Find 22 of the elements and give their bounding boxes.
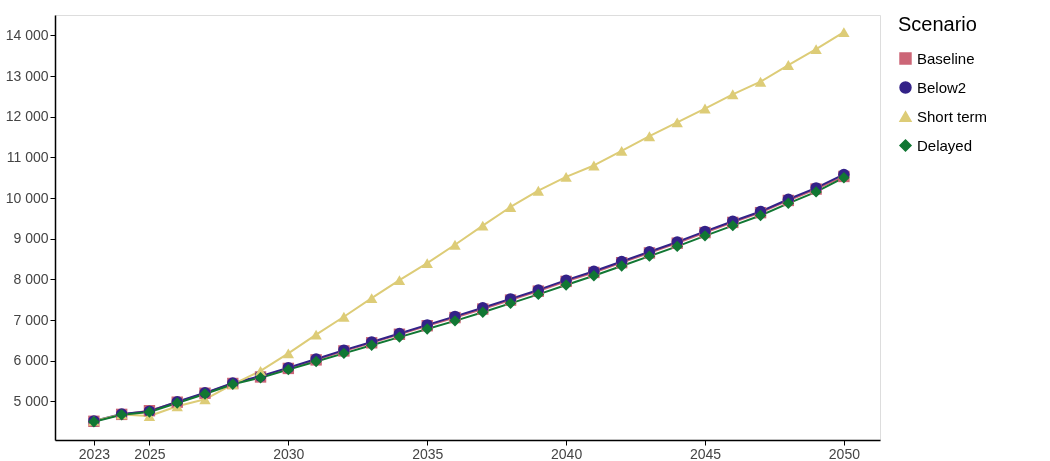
- x-tick-label: 2040: [551, 445, 583, 461]
- legend-label: Baseline: [917, 49, 975, 67]
- y-tick-label: 14 000: [5, 26, 49, 43]
- y-tick-label: 11 000: [6, 148, 49, 165]
- legend-label: Delayed: [917, 136, 973, 154]
- x-tick-label: 2050: [828, 445, 861, 461]
- y-tick-label: 12 000: [5, 108, 49, 125]
- y-tick-label: 9 000: [13, 230, 49, 247]
- x-tick-label: 2045: [689, 445, 722, 461]
- y-tick-label: 10 000: [5, 189, 49, 206]
- x-tick-label: 2030: [273, 445, 305, 461]
- legend-label: Below2: [917, 78, 967, 96]
- y-tick-label: 13 000: [5, 67, 49, 84]
- legend-title: Scenario: [898, 13, 977, 35]
- y-tick-label: 5 000: [13, 392, 49, 409]
- x-tick-label: 2023: [78, 445, 111, 461]
- y-tick-label: 8 000: [13, 270, 49, 287]
- legend-label: Short term: [917, 107, 988, 125]
- x-tick-label: 2025: [134, 445, 166, 461]
- y-tick-label: 7 000: [13, 311, 49, 328]
- x-tick-label: 2035: [412, 445, 444, 461]
- y-tick-label: 6 000: [13, 352, 49, 369]
